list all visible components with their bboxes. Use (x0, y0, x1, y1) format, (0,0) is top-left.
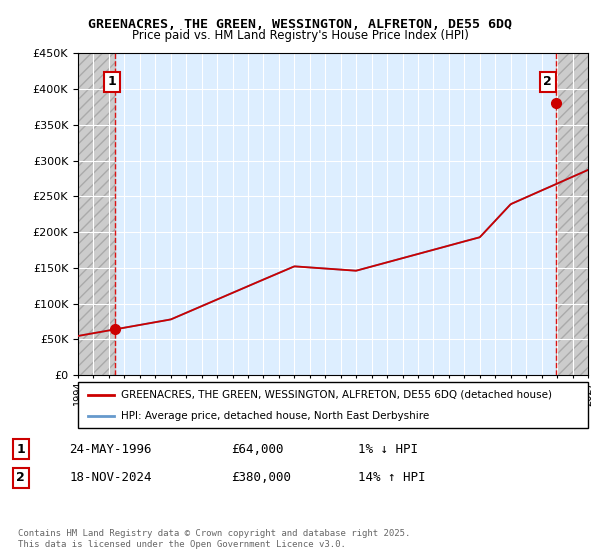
Text: GREENACRES, THE GREEN, WESSINGTON, ALFRETON, DE55 6DQ (detached house): GREENACRES, THE GREEN, WESSINGTON, ALFRE… (121, 390, 553, 400)
Text: GREENACRES, THE GREEN, WESSINGTON, ALFRETON, DE55 6DQ: GREENACRES, THE GREEN, WESSINGTON, ALFRE… (88, 18, 512, 31)
Bar (78, 53, 115, 375)
Bar (78, 53, 115, 375)
Text: 1: 1 (16, 442, 25, 456)
Text: 18-NOV-2024: 18-NOV-2024 (70, 472, 152, 484)
Text: 1: 1 (107, 76, 116, 88)
Text: 14% ↑ HPI: 14% ↑ HPI (358, 472, 425, 484)
Bar (556, 53, 588, 375)
Bar (556, 53, 588, 375)
Text: 24-MAY-1996: 24-MAY-1996 (70, 442, 152, 456)
Text: Price paid vs. HM Land Registry's House Price Index (HPI): Price paid vs. HM Land Registry's House … (131, 29, 469, 42)
Text: £380,000: £380,000 (231, 472, 291, 484)
Text: 1% ↓ HPI: 1% ↓ HPI (358, 442, 418, 456)
Text: HPI: Average price, detached house, North East Derbyshire: HPI: Average price, detached house, Nort… (121, 411, 430, 421)
Text: 2: 2 (544, 76, 552, 88)
Text: £64,000: £64,000 (231, 442, 283, 456)
FancyBboxPatch shape (78, 382, 588, 428)
Text: Contains HM Land Registry data © Crown copyright and database right 2025.
This d: Contains HM Land Registry data © Crown c… (18, 529, 410, 549)
Text: 2: 2 (16, 472, 25, 484)
